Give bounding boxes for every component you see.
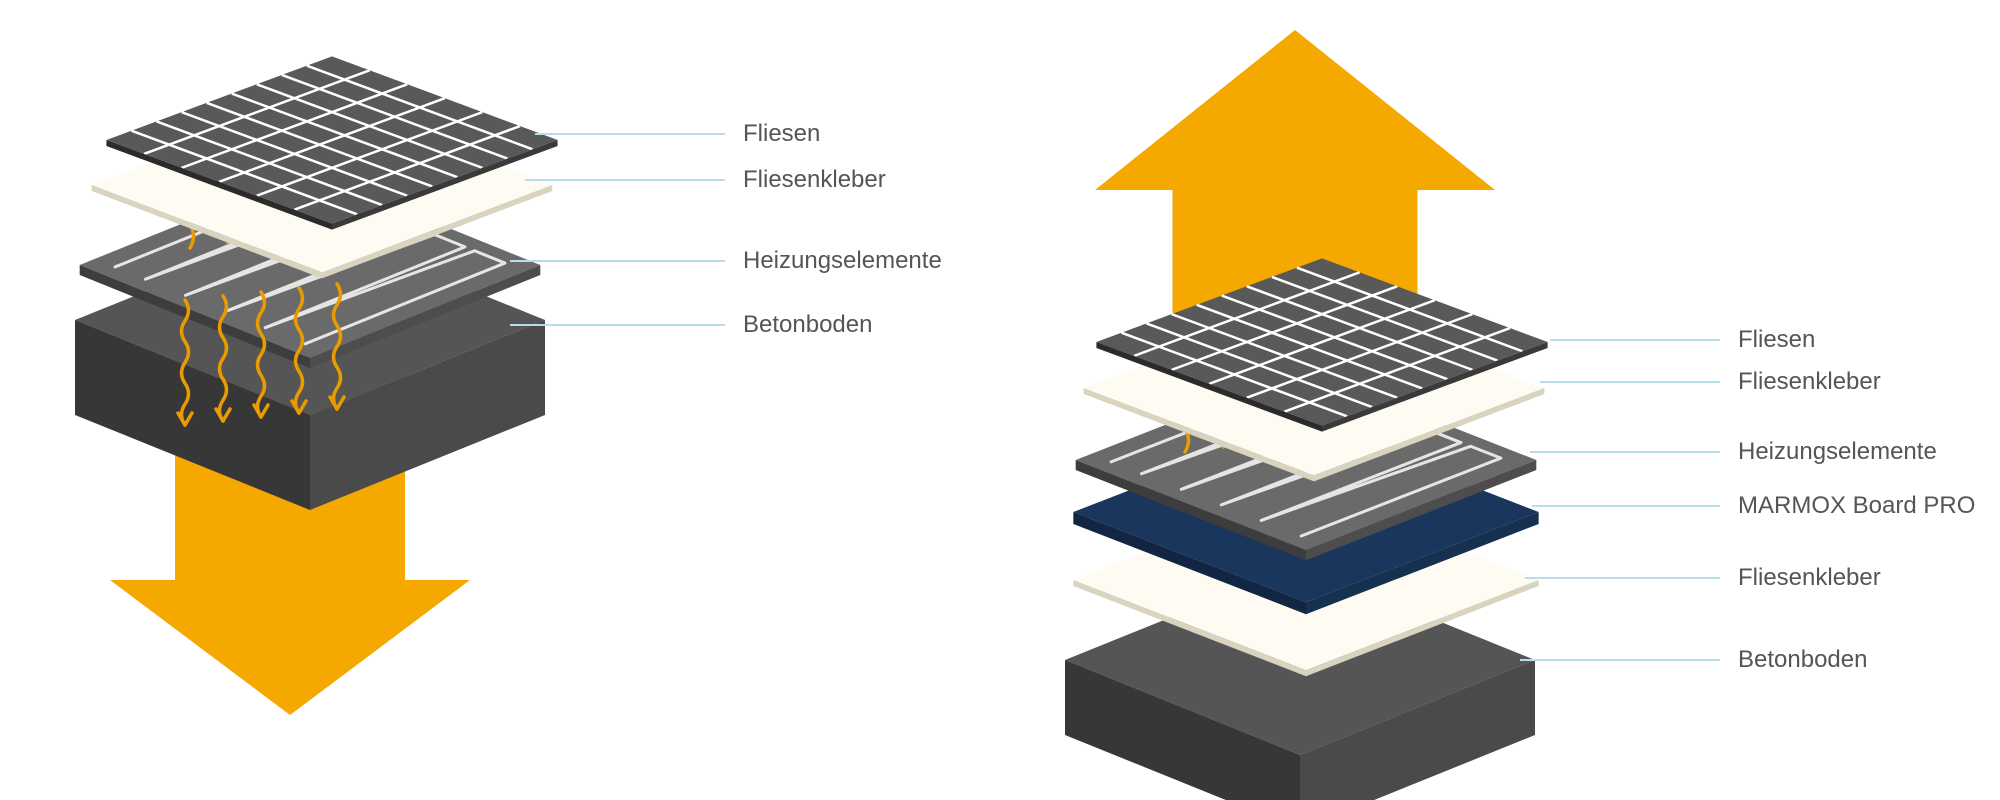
layer-label-text: Fliesen: [1720, 326, 1815, 354]
layer-stack-right: [1000, 0, 2000, 800]
layer-label-marmox: MARMOX Board PRO: [1532, 491, 1975, 521]
layer-label-fliesenkleber_top: Fliesenkleber: [1540, 367, 1881, 397]
leader-line: [510, 324, 725, 326]
layer-label-text: Heizungselemente: [1720, 438, 1937, 466]
leader-line: [535, 133, 725, 135]
layer-label-fliesenkleber_bot: Fliesenkleber: [1525, 563, 1881, 593]
layer-label-text: Betonboden: [1720, 646, 1867, 674]
layer-label-text: Betonboden: [725, 311, 872, 339]
leader-line: [1550, 339, 1720, 341]
layer-label-heizungselemente: Heizungselemente: [1530, 437, 1937, 467]
layer-label-fliesen: Fliesen: [535, 119, 820, 149]
layer-label-text: Fliesenkleber: [1720, 368, 1881, 396]
layer-label-betonboden: Betonboden: [1520, 645, 1867, 675]
leader-line: [1532, 505, 1720, 507]
diagram-without-insulation: Fliesen Fliesenkleber Heizungselemente Beto…: [0, 0, 1000, 800]
layer-label-fliesenkleber: Fliesenkleber: [525, 165, 886, 195]
layer-label-text: Fliesenkleber: [1720, 564, 1881, 592]
layer-label-text: Fliesen: [725, 120, 820, 148]
leader-line: [510, 260, 725, 262]
layer-label-heizungselemente: Heizungselemente: [510, 246, 942, 276]
layer-label-betonboden: Betonboden: [510, 310, 872, 340]
leader-line: [1530, 451, 1720, 453]
layer-label-text: Fliesenkleber: [725, 166, 886, 194]
diagram-with-insulation: Fliesen Fliesenkleber Heizungselemente MARM…: [1000, 0, 2000, 800]
layer-label-text: Heizungselemente: [725, 247, 942, 275]
leader-line: [525, 179, 725, 181]
leader-line: [1540, 381, 1720, 383]
layer-label-fliesen: Fliesen: [1550, 325, 1815, 355]
leader-line: [1520, 659, 1720, 661]
leader-line: [1525, 577, 1720, 579]
layer-label-text: MARMOX Board PRO: [1720, 492, 1975, 520]
layer-stack-left: [0, 0, 1000, 800]
